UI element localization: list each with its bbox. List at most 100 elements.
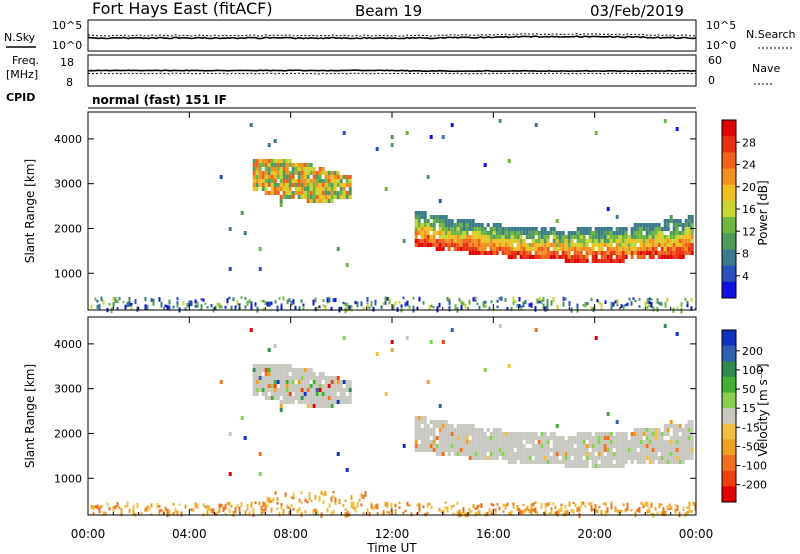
power-cell [642,247,646,251]
power-cell [621,227,625,231]
velocity-cell [579,440,583,444]
velocity-cell [522,460,526,464]
velocity-cell [519,448,523,452]
velocity-cell [267,368,271,372]
velocity-cell [630,432,634,436]
power-cell [513,247,517,251]
velocity-cell [414,432,418,436]
velocity-cell [663,452,667,456]
power-cell [484,304,487,308]
power-cell [354,300,357,305]
velocity-cell [426,444,430,448]
power-cell [450,227,454,231]
power-cell [330,175,334,179]
velocity-cell [621,436,625,440]
power-cell [531,239,535,243]
velocity-cell [210,509,213,514]
velocity-cell [417,416,421,420]
power-cell [690,251,694,255]
power-cell [447,219,451,223]
velocity-cell [267,384,271,388]
power-cell [206,306,209,309]
velocity-cell [470,510,473,513]
power-cell [345,179,349,183]
power-cell [462,223,466,227]
power-cell [612,302,615,307]
power-cell [477,247,481,251]
velocity-cell [300,388,304,392]
velocity-cell [468,440,472,444]
velocity-cell [258,380,262,384]
velocity-cell [657,444,661,448]
velocity-cell [582,460,586,464]
velocity-cell [492,452,496,456]
velocity-cell [618,460,622,464]
velocity-cell [322,492,325,497]
velocity-cell [516,432,520,436]
power-cell [342,187,346,191]
power-cell [498,239,502,243]
power-cell [606,259,610,263]
velocity-cell [441,424,445,428]
power-cell [618,239,622,243]
velocity-cell [465,440,469,444]
power-cell [273,187,277,191]
power-cell [543,239,547,243]
noise-tick-low-left: 10^0 [52,39,82,52]
velocity-cell [258,501,261,506]
velocity-cell [598,505,601,509]
velocity-cell [687,452,691,456]
velocity-cell [303,392,307,396]
velocity-cell [330,384,334,388]
power-cell [561,231,565,235]
power-cell [414,215,418,219]
power-cell [280,305,283,310]
velocity-ylabel: Slant Range [km] [23,364,37,468]
velocity-cell [423,444,427,448]
power-cell [468,251,472,255]
velocity-cell [324,376,328,380]
power-cell [450,231,454,235]
velocity-cell [324,380,328,384]
velocity-cell [342,392,346,396]
power-cell [552,247,556,251]
velocity-cell [654,428,658,432]
power-cell [645,239,649,243]
power-cell [318,191,322,195]
velocity-cell [94,505,97,509]
power-cell [516,243,520,247]
velocity-cell [474,428,478,432]
velocity-cell [603,448,607,452]
power-cell [606,247,610,251]
power-cell [345,191,349,195]
velocity-cell [252,364,256,368]
power-cell [579,255,583,259]
power-cell [585,243,589,247]
velocity-cell [600,432,604,436]
velocity-cell [513,444,517,448]
power-cell [633,251,637,255]
velocity-cell [618,456,622,460]
velocity-cell [132,504,135,511]
velocity-cell [675,448,679,452]
power-cell [567,243,571,247]
power-cell [315,187,319,191]
velocity-cell [546,452,550,456]
velocity-cell [657,432,661,436]
power-cell [648,297,651,301]
power-cell [522,231,526,235]
velocity-cell [100,505,103,509]
velocity-cell [348,388,352,392]
velocity-cell [321,392,325,396]
power-cell [549,231,553,235]
power-cell [471,251,475,255]
velocity-cell [429,432,433,436]
velocity-cell [406,501,409,507]
power-cell [573,259,577,263]
velocity-cell [348,384,352,388]
power-cell [507,159,511,163]
velocity-cell [327,376,331,380]
velocity-cell [336,384,340,388]
velocity-cell [255,364,259,368]
velocity-cell [309,404,313,408]
